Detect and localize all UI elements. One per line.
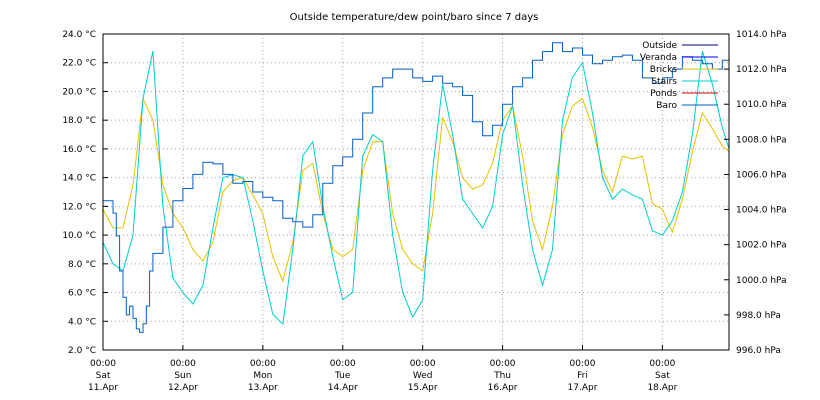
x-tick-day: Tue	[334, 371, 351, 381]
x-tick-day: Thu	[493, 371, 511, 381]
y2-tick-label: 998.0 hPa	[736, 311, 781, 321]
y2-tick-label: 1004.0 hPa	[736, 206, 787, 216]
x-tick-date: 11.Apr	[88, 383, 118, 393]
x-tick-date: 16.Apr	[488, 383, 518, 393]
y-tick-label: 14.0 °C	[62, 174, 96, 184]
grid	[103, 34, 729, 350]
x-tick-time: 00:00	[250, 359, 276, 369]
x-tick-date: 13.Apr	[248, 383, 278, 393]
x-tick-time: 00:00	[90, 359, 116, 369]
axes: 2.0 °C 4.0 °C 6.0 °C 8.0 °C 10.0 °C 12.0 °C 14…	[62, 30, 786, 393]
x-tick-time: 00:00	[330, 359, 356, 369]
legend-label-bricks: Bricks	[650, 65, 678, 75]
y-tick-label: 8.0 °C	[68, 260, 96, 270]
y2-tick-label: 1000.0 hPa	[736, 276, 787, 286]
legend-label-veranda: Veranda	[640, 53, 677, 63]
y-tick-label: 20.0 °C	[62, 87, 96, 97]
plot-border	[102, 33, 730, 351]
x-tick-date: 15.Apr	[408, 383, 438, 393]
y-tick-label: 10.0 °C	[62, 231, 96, 241]
series-line-stairs	[102, 51, 730, 326]
y-tick-label: 4.0 °C	[68, 317, 96, 327]
legend-label-stairs: Stairs	[651, 77, 677, 87]
x-tick-date: 18.Apr	[647, 383, 677, 393]
legend-label-ponds: Ponds	[650, 89, 677, 99]
series-line-bricks	[102, 96, 730, 283]
y-tick-label: 22.0 °C	[62, 59, 96, 69]
y2-tick-label: 1010.0 hPa	[736, 100, 787, 110]
y2-tick-label: 1014.0 hPa	[736, 30, 787, 40]
legend: Outside Veranda Bricks Stairs Ponds Baro	[640, 41, 718, 111]
x-tick-day: Sun	[174, 371, 191, 381]
x-tick-time: 00:00	[410, 359, 436, 369]
x-tick-day: Sat	[96, 371, 111, 381]
x-tick-day: Mon	[253, 371, 272, 381]
y2-tick-label: 1002.0 hPa	[736, 241, 787, 251]
y-tick-label: 6.0 °C	[68, 289, 96, 299]
y2-tick-label: 1008.0 hPa	[736, 135, 787, 145]
x-tick-time: 00:00	[570, 359, 596, 369]
x-tick-day: Sat	[655, 371, 670, 381]
series-line-baro	[103, 42, 730, 333]
x-tick-date: 12.Apr	[168, 383, 198, 393]
x-tick-time: 00:00	[649, 359, 675, 369]
legend-label-outside: Outside	[642, 41, 677, 51]
x-tick-date: 14.Apr	[328, 383, 358, 393]
chart-title: Outside temperature/dew point/baro since…	[290, 12, 539, 23]
x-tick-time: 00:00	[170, 359, 196, 369]
y-tick-label: 18.0 °C	[62, 116, 96, 126]
x-tick-day: Wed	[413, 371, 433, 381]
y2-tick-label: 1006.0 hPa	[736, 170, 787, 180]
y-tick-label: 12.0 °C	[62, 202, 96, 212]
y-tick-label: 2.0 °C	[68, 346, 96, 356]
y-tick-label: 16.0 °C	[62, 145, 96, 155]
series-lines	[102, 42, 730, 333]
x-tick-day: Fri	[577, 371, 588, 381]
legend-label-baro: Baro	[656, 101, 677, 111]
x-tick-time: 00:00	[490, 359, 516, 369]
y2-tick-label: 996.0 hPa	[736, 346, 781, 356]
x-tick-date: 17.Apr	[568, 383, 598, 393]
y2-tick-label: 1012.0 hPa	[736, 65, 787, 75]
y-tick-label: 24.0 °C	[62, 30, 96, 40]
